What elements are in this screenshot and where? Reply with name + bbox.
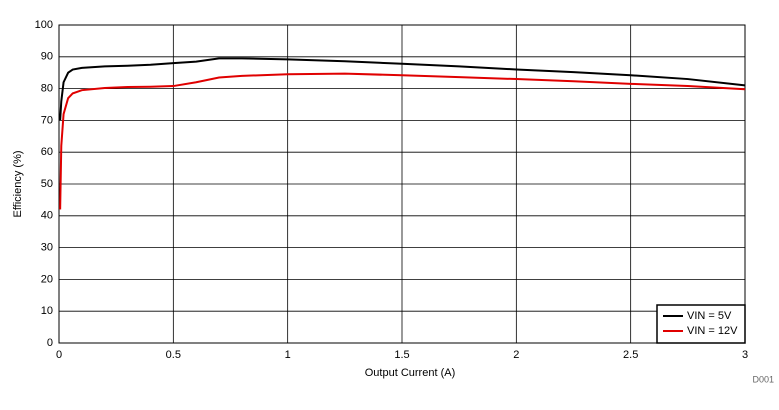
x-tick-label: 3 xyxy=(742,349,748,361)
y-tick-label: 40 xyxy=(41,210,53,222)
x-tick-label: 0.5 xyxy=(166,349,181,361)
legend-label: VIN = 5V xyxy=(687,310,732,322)
y-tick-label: 60 xyxy=(41,146,53,158)
figure-id: D001 xyxy=(752,374,774,384)
x-axis-label: Output Current (A) xyxy=(365,367,455,379)
x-tick-label: 1 xyxy=(285,349,291,361)
plot-border xyxy=(58,24,746,344)
y-tick-label: 90 xyxy=(41,51,53,63)
y-tick-label: 10 xyxy=(41,305,53,317)
y-tick-label: 0 xyxy=(47,337,53,349)
line xyxy=(59,72,746,210)
y-tick-label: 100 xyxy=(35,19,53,31)
x-tick-label: 0 xyxy=(56,349,62,361)
y-tick-label: 30 xyxy=(41,242,53,254)
y-tick-label: 70 xyxy=(41,114,53,126)
legend-box xyxy=(656,304,746,344)
y-tick-label: 80 xyxy=(41,83,53,95)
line xyxy=(59,57,746,121)
x-tick-label: 2.5 xyxy=(623,349,638,361)
x-tick-label: 2 xyxy=(513,349,519,361)
legend-label: VIN = 12V xyxy=(687,325,738,337)
y-tick-label: 50 xyxy=(41,178,53,190)
y-tick-label: 20 xyxy=(41,273,53,285)
x-tick-label: 1.5 xyxy=(394,349,409,361)
y-axis-label: Efficiency (%) xyxy=(12,150,24,217)
